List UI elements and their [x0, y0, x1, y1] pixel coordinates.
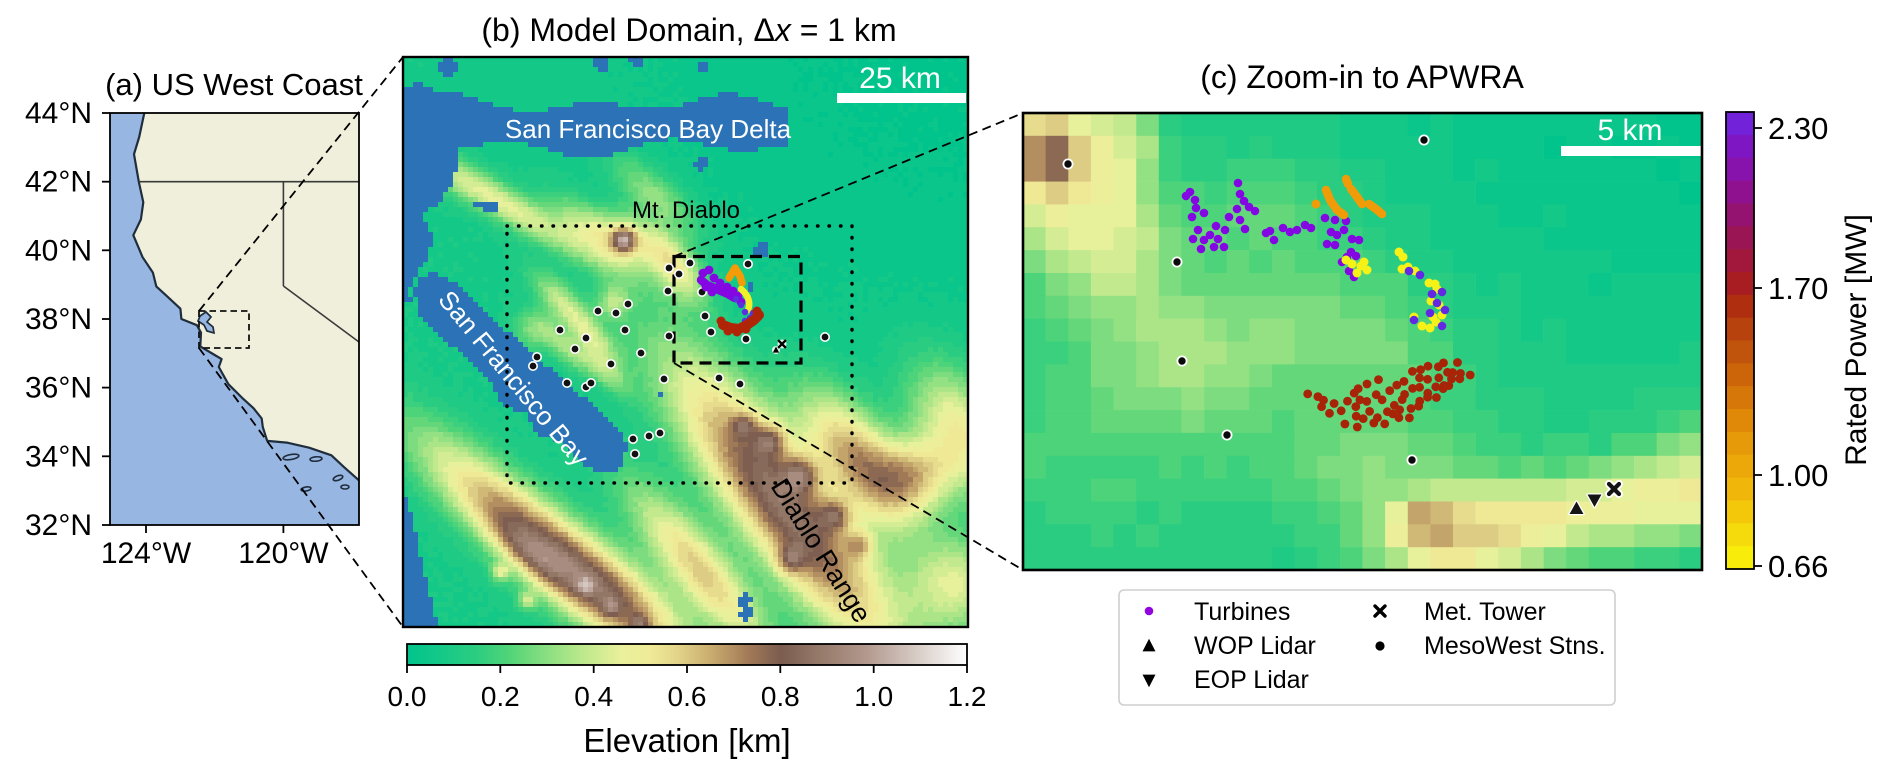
svg-text:124°W: 124°W: [101, 537, 192, 570]
svg-text:42°N: 42°N: [25, 166, 92, 199]
svg-text:(a) US West Coast: (a) US West Coast: [105, 67, 363, 102]
svg-text:36°N: 36°N: [25, 372, 92, 405]
svg-text:120°W: 120°W: [238, 537, 329, 570]
svg-text:34°N: 34°N: [25, 440, 92, 473]
svg-text:32°N: 32°N: [25, 509, 92, 542]
svg-text:44°N: 44°N: [25, 97, 92, 130]
svg-text:40°N: 40°N: [25, 234, 92, 267]
svg-text:38°N: 38°N: [25, 303, 92, 336]
